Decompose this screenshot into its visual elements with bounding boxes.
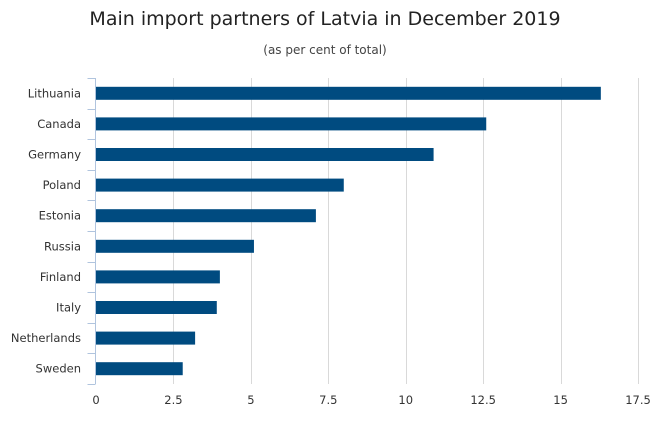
x-tick-label-5: 5 <box>247 393 254 407</box>
x-tick-label-12.5: 12.5 <box>470 393 496 407</box>
category-label-estonia: Estonia <box>39 209 81 223</box>
x-tick-label-7.5: 7.5 <box>319 393 337 407</box>
category-axis <box>87 78 96 385</box>
category-label-sweden: Sweden <box>36 362 81 376</box>
x-tick-label-0: 0 <box>92 393 99 407</box>
bars <box>96 86 601 376</box>
x-tick-label-15: 15 <box>553 393 568 407</box>
value-tick-labels: 0 2.5 5 7.5 10 12.5 15 17.5 <box>92 393 650 407</box>
bar-germany <box>96 148 434 161</box>
chart-subtitle: (as per cent of total) <box>263 43 387 57</box>
bar-canada <box>96 117 487 131</box>
bar-poland <box>96 178 344 192</box>
category-label-finland: Finland <box>40 270 81 284</box>
bar-sweden <box>96 362 183 376</box>
category-labels: Lithuania Canada Germany Poland Estonia Russi… <box>11 86 81 375</box>
category-label-russia: Russia <box>44 239 81 253</box>
x-tick-label-2.5: 2.5 <box>164 393 182 407</box>
category-label-poland: Poland <box>43 178 81 192</box>
x-tick-label-17.5: 17.5 <box>625 393 650 407</box>
category-label-lithuania: Lithuania <box>28 86 81 100</box>
category-label-germany: Germany <box>28 148 81 162</box>
category-label-canada: Canada <box>37 117 81 131</box>
category-label-netherlands: Netherlands <box>11 331 81 345</box>
bar-netherlands <box>96 331 196 345</box>
bar-russia <box>96 239 254 253</box>
x-tick-label-10: 10 <box>398 393 413 407</box>
bar-estonia <box>96 209 316 223</box>
bar-lithuania <box>96 86 601 100</box>
category-label-italy: Italy <box>56 301 81 315</box>
bar-finland <box>96 270 220 284</box>
chart-title: Main import partners of Latvia in Decemb… <box>89 8 561 30</box>
bar-italy <box>96 301 217 314</box>
